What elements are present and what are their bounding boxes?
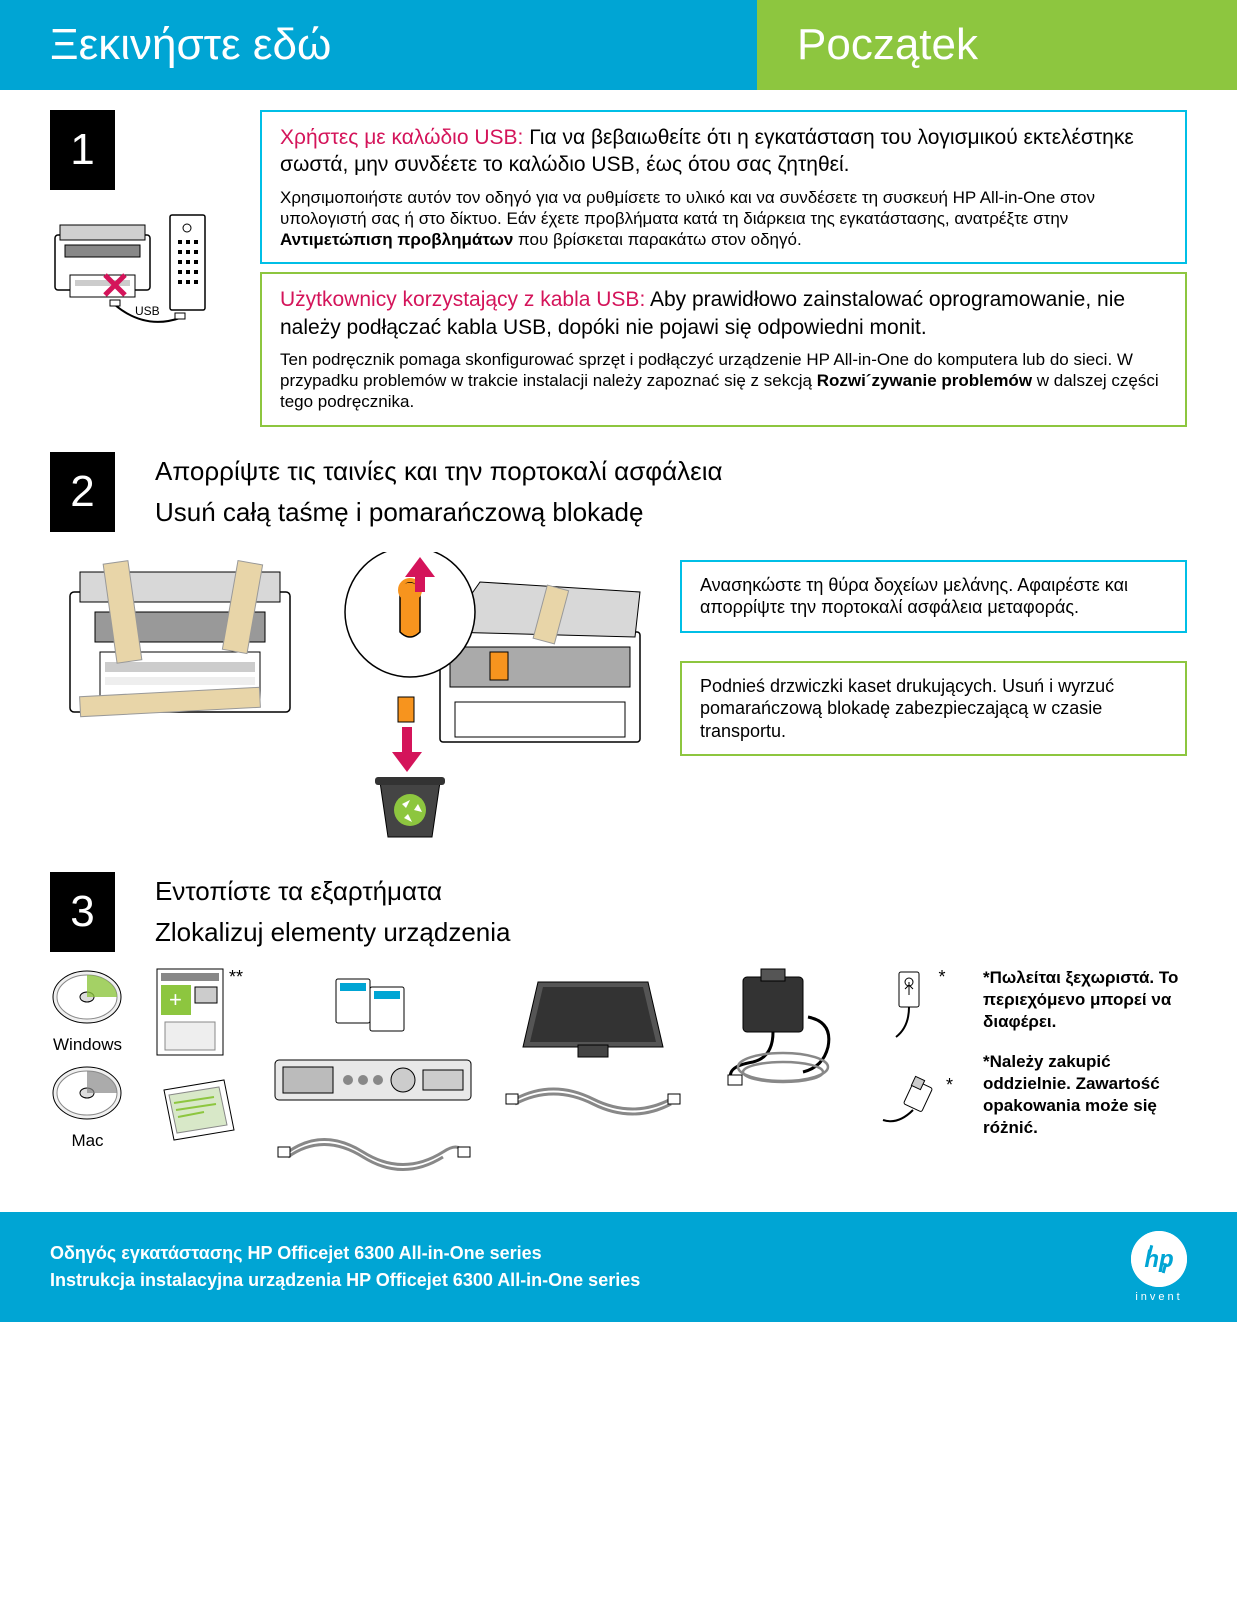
step-2-title-polish: Usuń całą taśmę i pomarańczową blokadę — [155, 497, 723, 528]
step-2-greek-instruction: Ανασηκώστε τη θύρα δοχείων μελάνης. Αφαι… — [680, 560, 1187, 633]
usb-asterisk-1: * — [939, 967, 946, 988]
step-number-1: 1 — [50, 110, 115, 190]
step-1-polish-body: Ten podręcznik pomaga skonfigurować sprz… — [280, 349, 1167, 413]
step-number-2: 2 — [50, 452, 115, 532]
printer-usb-illustration: USB — [50, 200, 230, 350]
step-2-titles: Απορρίψτε τις ταινίες και την πορτοκαλί … — [155, 456, 723, 528]
footer-line-polish: Instrukcja instalacyjna urządzenia HP Of… — [50, 1267, 640, 1294]
orange-lock-removal-illustration — [340, 552, 660, 842]
second-phone-cord-icon — [503, 1074, 683, 1124]
step-2-polish-instruction: Podnieś drzwiczki kaset drukujących. Usu… — [680, 661, 1187, 757]
note-polish: *Należy zakupić oddzielnie. Zawartość op… — [983, 1051, 1203, 1139]
usb-cable-bottom-icon — [873, 1075, 943, 1145]
step-3-title-polish: Zlokalizuj elementy urządzenia — [155, 917, 511, 948]
hp-invent-text: invent — [1135, 1291, 1182, 1303]
note-greek: *Πωλείται ξεχωριστά. Το περιεχόμενο μπορ… — [983, 967, 1203, 1033]
usb-column: * * — [873, 967, 953, 1145]
svg-text:hp: hp — [1144, 1246, 1173, 1273]
cd-column: Windows Mac — [50, 967, 125, 1151]
step-3-title-greek: Εντοπίστε τα εξαρτήματα — [155, 876, 511, 907]
step-1-polish-lead: Użytkownicy korzystający z kabla USB: Ab… — [280, 286, 1167, 341]
reference-guide-icon — [159, 1075, 239, 1145]
header-title-greek: Ξεκινήστε εδώ — [0, 0, 757, 90]
step-1-left-column: 1 — [50, 110, 240, 427]
phone-cord-icon — [273, 1122, 473, 1182]
mac-label: Mac — [71, 1131, 103, 1151]
usb-label-text: USB — [135, 304, 160, 318]
step-1grek-lead: Χρήστες με καλώδιο USB: Για να βεβαιωθεί… — [280, 124, 1167, 179]
usb-cable-top-icon — [881, 967, 936, 1047]
step-1-content: Χρήστες με καλώδιο USB: Για να βεβαιωθεί… — [260, 110, 1187, 427]
notes-column: *Πωλείται ξεχωριστά. Το περιεχόμενο μπορ… — [983, 967, 1203, 1140]
svg-text:+: + — [169, 987, 182, 1012]
page-footer: Οδηγός εγκατάστασης HP Officejet 6300 Al… — [0, 1212, 1237, 1322]
mac-cd-icon — [50, 1063, 125, 1123]
usb-asterisk-2: * — [946, 1075, 953, 1096]
footer-line-greek: Οδηγός εγκατάστασης HP Officejet 6300 Al… — [50, 1240, 640, 1267]
control-panel-overlay-icon — [273, 1052, 473, 1107]
step-3-header: 3 Εντοπίστε τα εξαρτήματα Zlokalizuj ele… — [50, 872, 1187, 952]
power-adapter-icon — [713, 967, 843, 1087]
greek-usb-lead: Χρήστες με καλώδιο USB: — [280, 126, 523, 149]
paper-tray-icon — [518, 967, 668, 1062]
step-1-polish-box: Użytkownicy korzystający z kabla USB: Ab… — [260, 272, 1187, 426]
step-3-titles: Εντοπίστε τα εξαρτήματα Zlokalizuj eleme… — [155, 876, 511, 948]
step-2-header: 2 Απορρίψτε τις ταινίες και την πορτοκαλ… — [50, 452, 1187, 532]
page-header: Ξεκινήστε εδώ Początek — [0, 0, 1237, 90]
step-2-title-greek: Απορρίψτε τις ταινίες και την πορτοκαλί … — [155, 456, 723, 487]
windows-cd-icon — [50, 967, 125, 1027]
step-1-greek-body: Χρησιμοποιήστε αυτόν τον οδηγό για να ρυ… — [280, 187, 1167, 251]
printer-tape-illustration — [50, 552, 320, 812]
power-column — [713, 967, 843, 1087]
windows-label: Windows — [53, 1035, 122, 1055]
step-number-3: 3 — [50, 872, 115, 952]
step-2-text-boxes: Ανασηκώστε τη θύρα δοχείων μελάνης. Αφαι… — [680, 552, 1187, 842]
ink-cartridges-icon — [328, 967, 418, 1037]
hp-logo-circle: hp — [1131, 1231, 1187, 1287]
step-2-illustrations: Ανασηκώστε τη θύρα δοχείων μελάνης. Αφαι… — [50, 552, 1187, 842]
setup-poster-icon: + — [155, 967, 225, 1057]
hp-logo: hp invent — [1131, 1231, 1187, 1303]
header-title-polish: Początek — [757, 0, 1237, 90]
center-components — [273, 967, 473, 1182]
right-components — [503, 967, 683, 1124]
double-asterisk: ** — [229, 967, 243, 1057]
footer-text: Οδηγός εγκατάστασης HP Officejet 6300 Al… — [50, 1240, 640, 1294]
step-1-greek-box: Χρήστες με καλώδιο USB: Για να βεβαιωθεί… — [260, 110, 1187, 264]
step-1: 1 — [50, 110, 1187, 427]
polish-usb-lead: Użytkownicy korzystający z kabla USB: — [280, 288, 645, 311]
page-body: 1 — [0, 90, 1237, 1182]
step-3-components: Windows Mac + ** — [50, 967, 1187, 1182]
manuals-column: + ** — [155, 967, 243, 1145]
